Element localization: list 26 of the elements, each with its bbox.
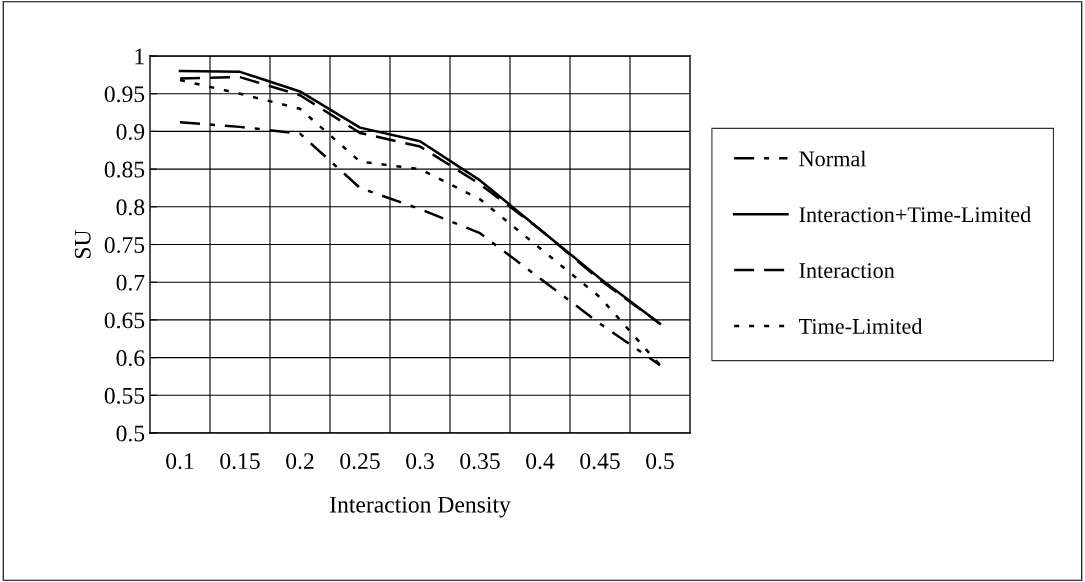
- y-tick-label: 0.6: [116, 350, 145, 367]
- y-tick-label: 0.75: [104, 236, 145, 254]
- y-tick-label: 0.7: [116, 274, 145, 291]
- legend-label: Interaction: [799, 263, 895, 279]
- y-tick-label: 1: [135, 48, 144, 65]
- legend-label: Time-Limited: [798, 318, 923, 334]
- y-tick-label: 0.65: [104, 312, 145, 329]
- x-tick-label: 0.4: [526, 453, 555, 470]
- x-tick-label: 0.15: [220, 453, 260, 470]
- y-tick-label: 0.8: [116, 199, 145, 216]
- x-tick-label: 0.25: [340, 453, 380, 470]
- y-tick-label: 0.9: [116, 123, 145, 140]
- x-tick-label: 0.45: [580, 453, 620, 470]
- x-tick-label: 0.1: [166, 453, 194, 470]
- y-tick-label: 0.95: [104, 86, 145, 103]
- y-tick-label: 0.5: [116, 425, 145, 442]
- x-axis-title: Interaction Density: [330, 496, 511, 518]
- x-tick-label: 0.3: [406, 453, 434, 470]
- y-tick-label: 0.85: [104, 161, 145, 178]
- x-tick-label: 0.2: [286, 453, 314, 470]
- y-tick-label: 0.55: [104, 387, 145, 404]
- x-tick-label: 0.5: [646, 453, 674, 470]
- legend-label: Normal: [799, 150, 867, 167]
- y-axis-title: SU: [74, 229, 91, 259]
- x-tick-label: 0.35: [460, 453, 500, 470]
- legend-label: Interaction+Time-Limited: [799, 206, 1031, 223]
